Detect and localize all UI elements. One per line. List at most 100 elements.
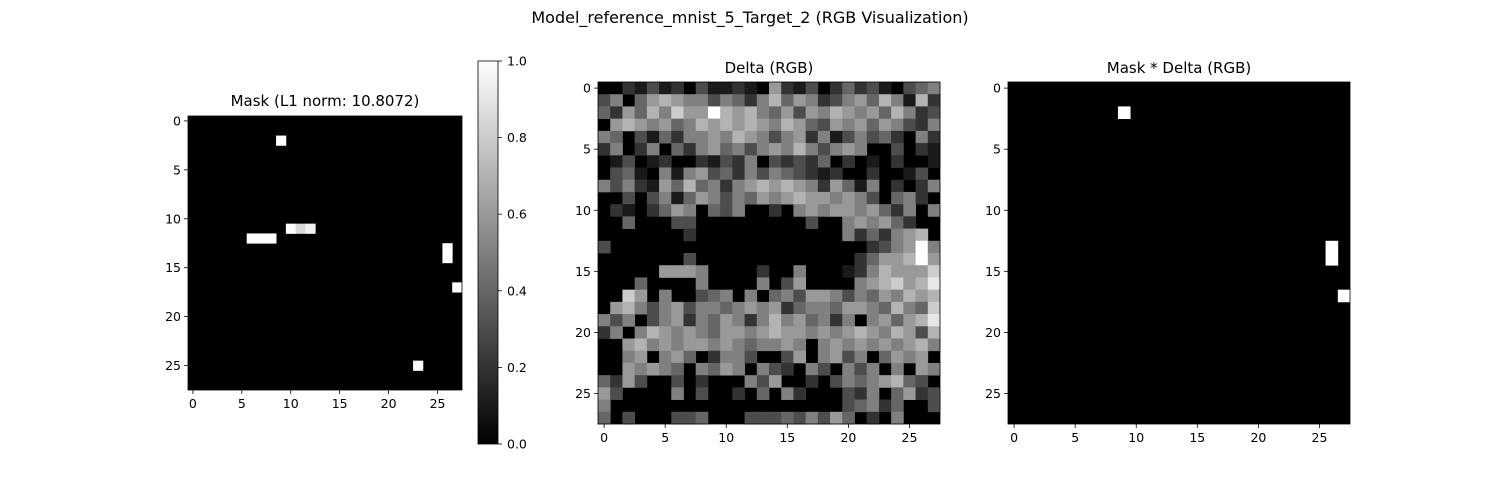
delta-cell xyxy=(878,94,892,107)
delta-cell xyxy=(891,350,904,364)
mask-ytick-label: 10 xyxy=(165,211,181,226)
delta-cell xyxy=(659,191,672,205)
delta-cell xyxy=(854,143,868,156)
delta-cell xyxy=(622,167,636,181)
delta-cell xyxy=(891,301,904,315)
delta-cell xyxy=(915,289,929,303)
delta-cell xyxy=(732,118,745,132)
delta-cell xyxy=(610,204,623,217)
delta-xtick-label: 20 xyxy=(840,430,856,445)
delta-cell xyxy=(695,155,709,168)
delta-cell xyxy=(793,130,807,144)
delta-cell xyxy=(817,106,831,120)
delta-cell xyxy=(769,191,782,205)
mask-cell xyxy=(305,223,316,234)
delta-cell xyxy=(732,167,745,181)
mask-cell xyxy=(413,360,424,371)
delta-cell xyxy=(659,94,672,107)
delta-cell xyxy=(878,277,892,291)
delta-cell xyxy=(891,240,904,254)
masked-delta-frame xyxy=(1007,81,1351,425)
delta-cell xyxy=(805,143,819,156)
delta-cell xyxy=(878,375,892,388)
delta-cell xyxy=(915,277,929,291)
delta-cell xyxy=(769,301,782,315)
delta-cell xyxy=(634,167,648,181)
delta-cell xyxy=(817,301,831,315)
delta-cell xyxy=(915,179,929,193)
masked-delta-xtick-label: 25 xyxy=(1312,430,1328,445)
mask-cell xyxy=(266,233,277,244)
delta-cell xyxy=(622,204,636,217)
colorbar-gradient xyxy=(477,60,499,445)
delta-cell xyxy=(720,143,733,156)
delta-cell xyxy=(622,338,636,352)
delta-cell xyxy=(878,338,892,352)
masked-delta-ytick-label: 0 xyxy=(993,81,1001,96)
delta-cell xyxy=(817,94,831,107)
delta-cell xyxy=(683,314,697,327)
delta-cell xyxy=(671,204,684,217)
delta-panel-title: Delta (RGB) xyxy=(725,59,814,77)
delta-cell xyxy=(793,265,807,278)
delta-cell xyxy=(720,179,733,193)
delta-cell xyxy=(891,118,904,132)
delta-cell xyxy=(769,167,782,181)
delta-cell xyxy=(781,130,794,144)
delta-ytick-label: 5 xyxy=(583,142,591,157)
delta-cell xyxy=(695,82,709,95)
delta-cell xyxy=(769,338,782,352)
delta-cell xyxy=(854,387,868,400)
delta-cell xyxy=(769,204,782,217)
delta-cell xyxy=(671,387,684,400)
delta-cell xyxy=(598,375,611,388)
delta-cell xyxy=(793,167,807,181)
delta-cell xyxy=(903,314,916,327)
delta-cell xyxy=(891,362,904,376)
delta-cell xyxy=(915,301,929,315)
delta-cell xyxy=(866,82,880,95)
delta-cell xyxy=(805,94,819,107)
delta-cell xyxy=(610,106,623,120)
delta-cell xyxy=(622,106,636,120)
delta-cell xyxy=(817,338,831,352)
mask-xtick-label: 5 xyxy=(238,396,246,411)
masked-delta-xtick-label: 15 xyxy=(1189,430,1205,445)
delta-cell xyxy=(659,289,672,303)
mask-ytick-label: 20 xyxy=(165,309,181,324)
delta-cell xyxy=(671,362,684,376)
delta-cell xyxy=(891,265,904,278)
delta-cell xyxy=(598,314,611,327)
delta-cell xyxy=(915,228,929,242)
delta-cell xyxy=(793,277,807,291)
delta-cell xyxy=(720,167,733,181)
delta-cell xyxy=(781,338,794,352)
delta-cell xyxy=(720,191,733,205)
delta-cell xyxy=(695,118,709,132)
delta-cell xyxy=(671,118,684,132)
delta-cell xyxy=(707,106,721,120)
delta-cell xyxy=(903,228,916,242)
delta-cell xyxy=(903,338,916,352)
delta-cell xyxy=(866,167,880,181)
delta-cell xyxy=(793,118,807,132)
delta-cell xyxy=(610,143,623,156)
delta-cell xyxy=(903,216,916,229)
delta-cell xyxy=(707,94,721,107)
delta-cell xyxy=(903,94,916,107)
delta-cell xyxy=(817,362,831,376)
delta-cell xyxy=(646,94,660,107)
delta-cell xyxy=(622,179,636,193)
delta-cell xyxy=(805,411,819,425)
delta-cell xyxy=(781,326,794,339)
delta-cell xyxy=(927,179,941,193)
delta-cell xyxy=(707,167,721,181)
delta-cell xyxy=(878,314,892,327)
delta-cell xyxy=(695,106,709,120)
colorbar-tick-label: 0.0 xyxy=(507,437,527,452)
delta-ytick-label: 20 xyxy=(575,325,591,340)
delta-cell xyxy=(830,167,843,181)
delta-cell xyxy=(671,179,684,193)
delta-cell xyxy=(695,143,709,156)
delta-cell xyxy=(781,155,794,168)
